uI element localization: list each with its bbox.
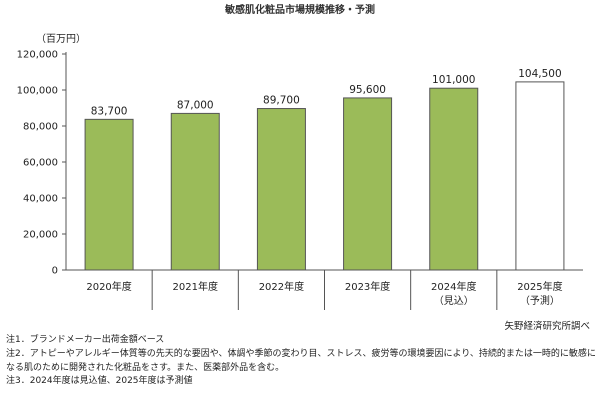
bar-value-label: 89,700 (263, 95, 300, 107)
bar-2023年度 (343, 97, 393, 271)
y-tick-label: 80,000 (23, 122, 58, 133)
bar-value-label: 83,700 (91, 105, 128, 117)
bar-2024年度 (429, 87, 479, 271)
x-tick-label: 2023年度 (345, 280, 390, 293)
footnote-3: 注3．2024年度は見込値、2025年度は予測値 (6, 376, 193, 387)
bar-value-label: 95,600 (349, 84, 386, 96)
y-tick-label: 20,000 (23, 230, 58, 241)
y-tick-label: 60,000 (23, 158, 58, 169)
x-tick-label: 2024年度 (431, 280, 476, 293)
y-tick-label: 120,000 (17, 50, 58, 61)
x-tick-label: 2025年度 (517, 280, 562, 293)
x-tick-sublabel: （見込） (434, 295, 474, 307)
y-tick-label: 100,000 (17, 86, 58, 97)
bar-value-label: 101,000 (432, 74, 475, 86)
bar-chart: （百万円） 0 20,000 40,000 60,000 80,000 100,000 12… (17, 33, 583, 310)
source-credit: 矢野経済研究所調べ (504, 321, 590, 332)
bar-2020年度 (84, 118, 134, 271)
x-tick-sublabel: （予測） (520, 294, 560, 307)
bar-value-label: 87,000 (177, 99, 214, 111)
x-tick-label: 2022年度 (259, 280, 304, 293)
y-axis-unit-label: （百万円） (36, 33, 86, 45)
chart-title: 敏感肌化粧品市場規模推移・予測 (225, 5, 375, 16)
x-tick-label: 2020年度 (86, 280, 131, 293)
bar-2025年度 (515, 81, 565, 271)
footnote-2: 注2．アトピーやアレルギー体質等の先天的な要因や、体調や季節の変わり目、ストレス… (6, 348, 596, 373)
y-tick-label: 40,000 (23, 194, 58, 205)
bar-2022年度 (256, 108, 306, 271)
y-tick-label: 0 (52, 266, 58, 277)
footnote-1: 注1．ブランドメーカー出荷金額ベース (6, 335, 165, 345)
footnotes: 注1．ブランドメーカー出荷金額ベース 注2．アトピーやアレルギー体質等の先天的な… (6, 334, 596, 389)
bar-value-label: 104,500 (518, 68, 561, 80)
x-tick-label: 2021年度 (173, 280, 218, 293)
bar-2021年度 (170, 112, 220, 271)
